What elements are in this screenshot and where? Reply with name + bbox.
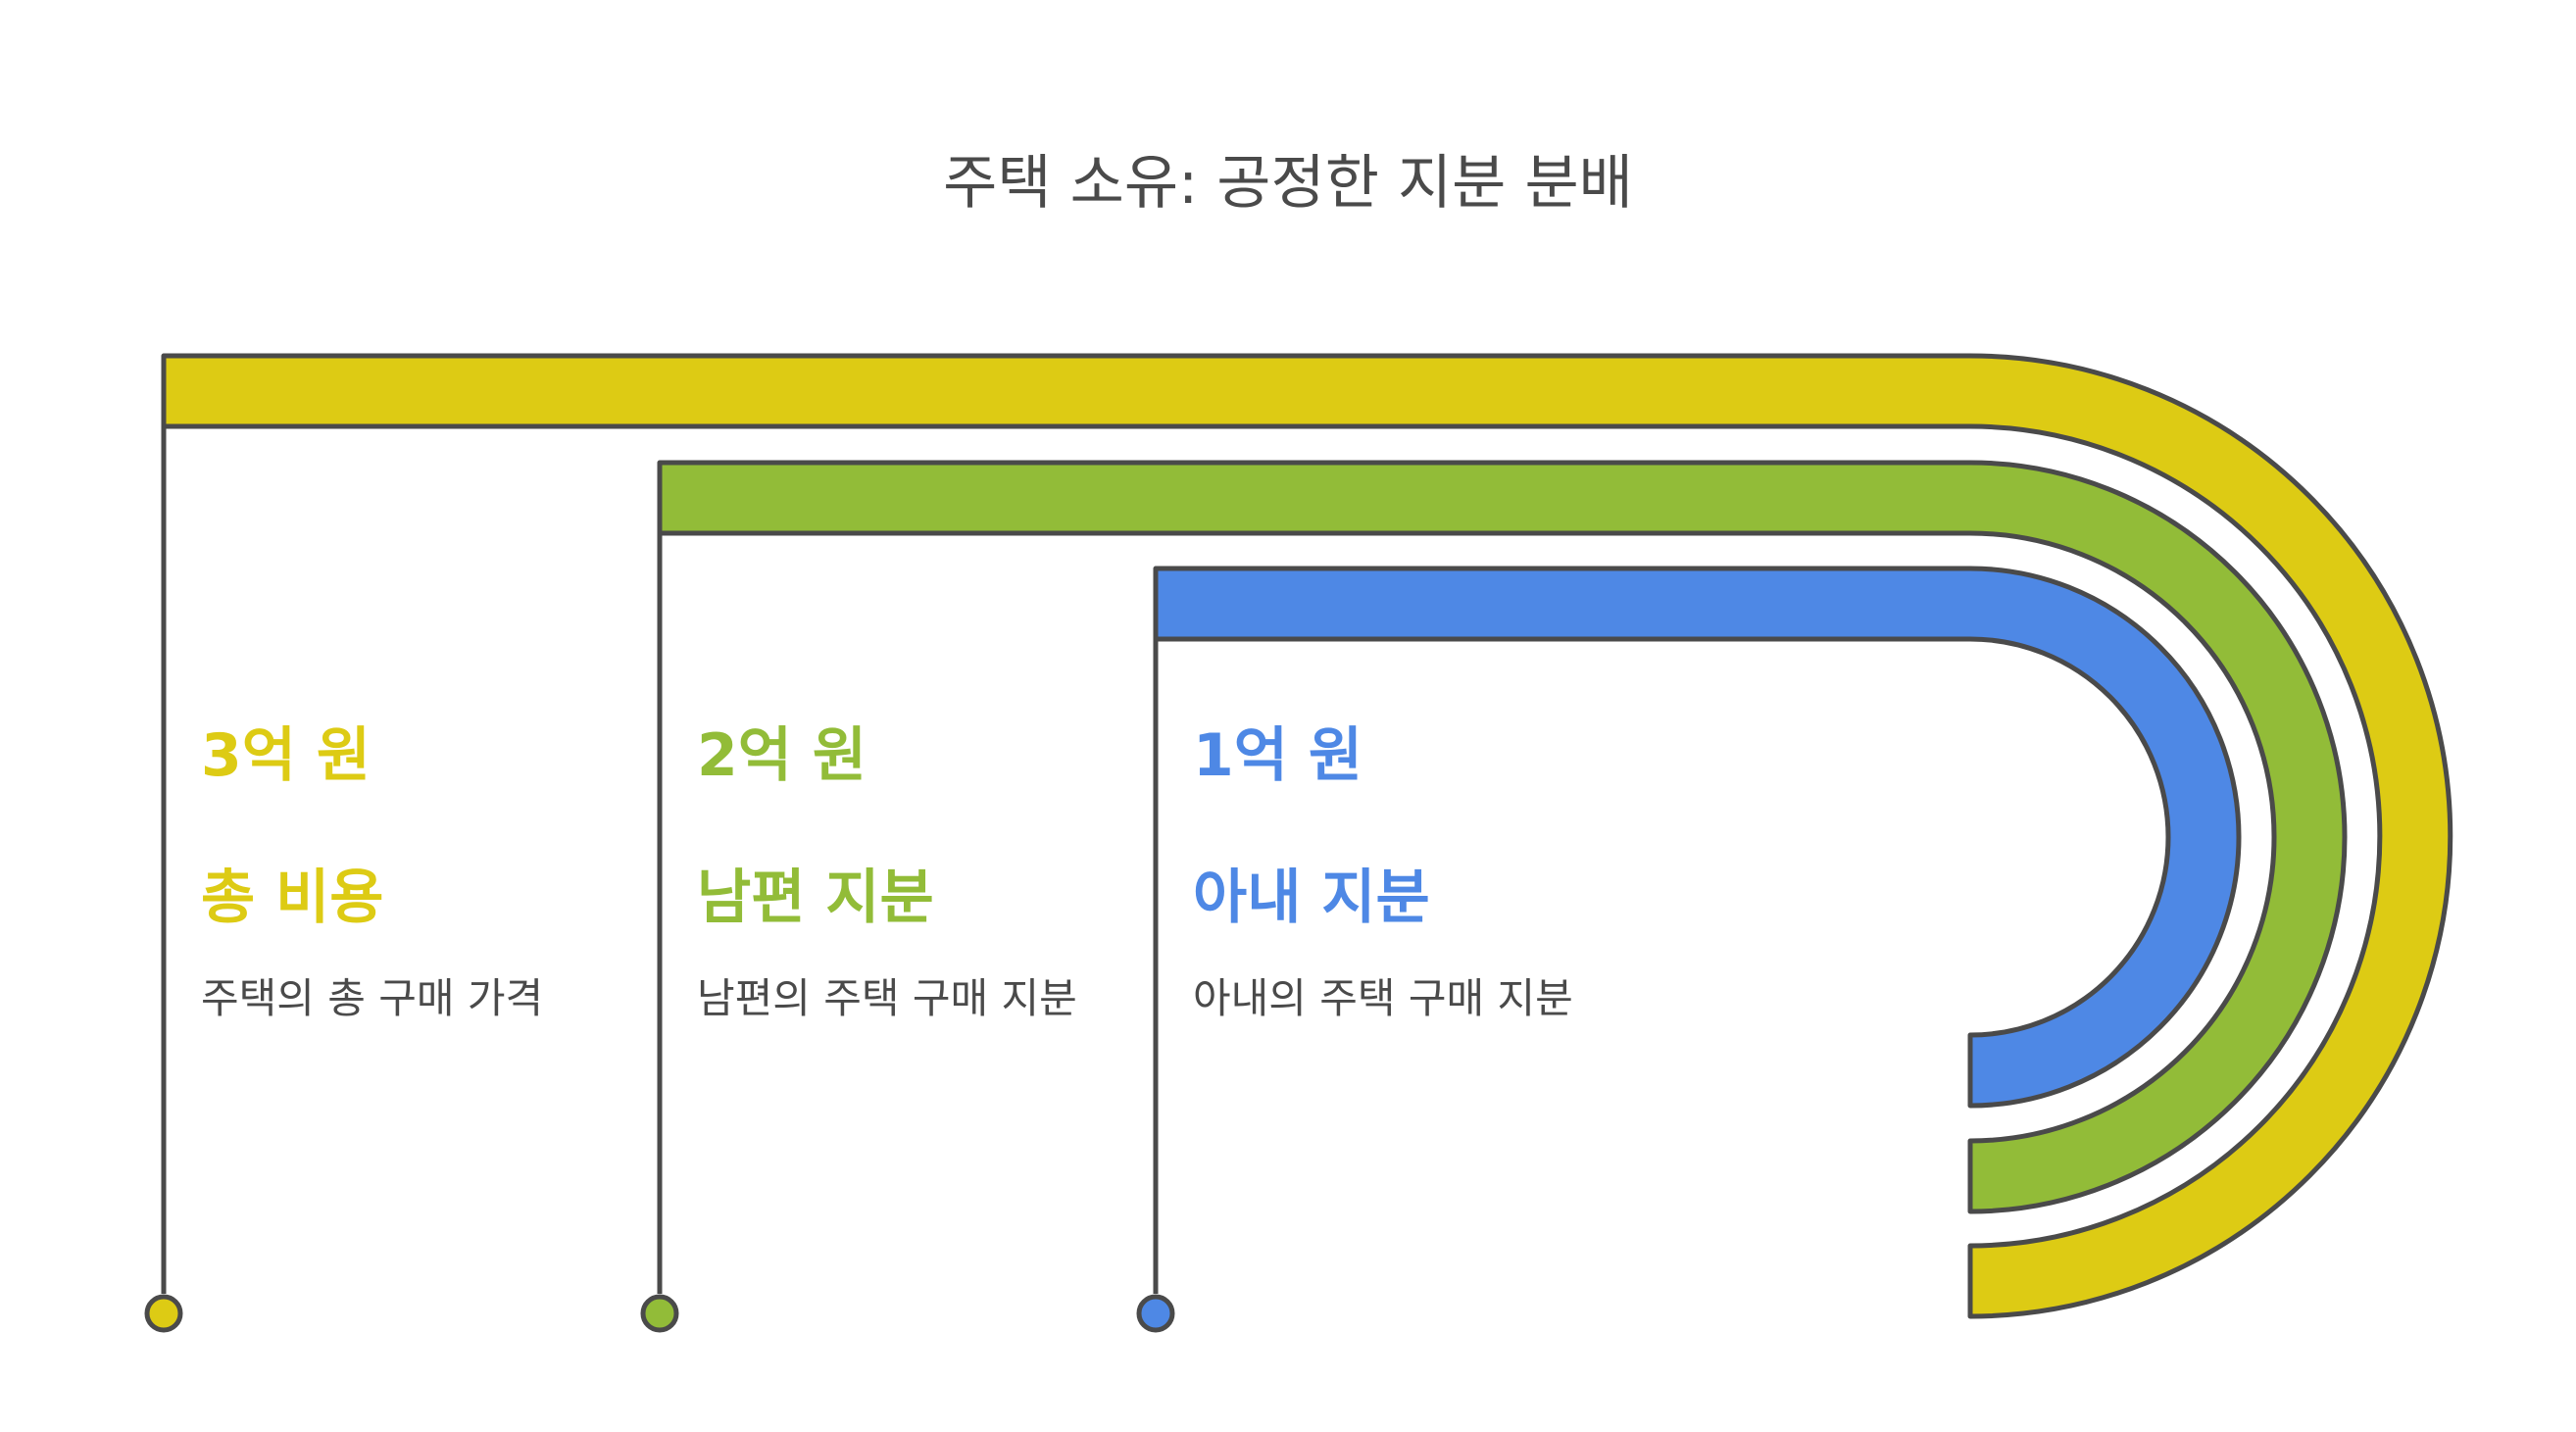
amount-total-cost: 3억 원 (201, 721, 372, 790)
label-total-cost: 총 비용 (201, 864, 384, 932)
label-wife-share: 아내 지분 (1193, 864, 1430, 932)
desc-total-cost: 주택의 총 구매 가격 (201, 974, 544, 1022)
band-total-cost (161, 353, 2453, 1319)
diagram-title: 주택 소유: 공정한 지분 분배 (943, 149, 1633, 218)
dot-husband-share (640, 1294, 679, 1333)
band-wife-share (1153, 566, 2242, 1109)
label-husband-share: 남편 지분 (697, 864, 934, 932)
dot-total-cost (144, 1294, 183, 1333)
amount-wife-share: 1억 원 (1193, 721, 1363, 790)
band-husband-share (657, 460, 2348, 1214)
amount-husband-share: 2억 원 (697, 721, 867, 790)
desc-husband-share: 남편의 주택 구매 지분 (697, 974, 1077, 1022)
dot-wife-share (1136, 1294, 1175, 1333)
desc-wife-share: 아내의 주택 구매 지분 (1193, 974, 1573, 1022)
